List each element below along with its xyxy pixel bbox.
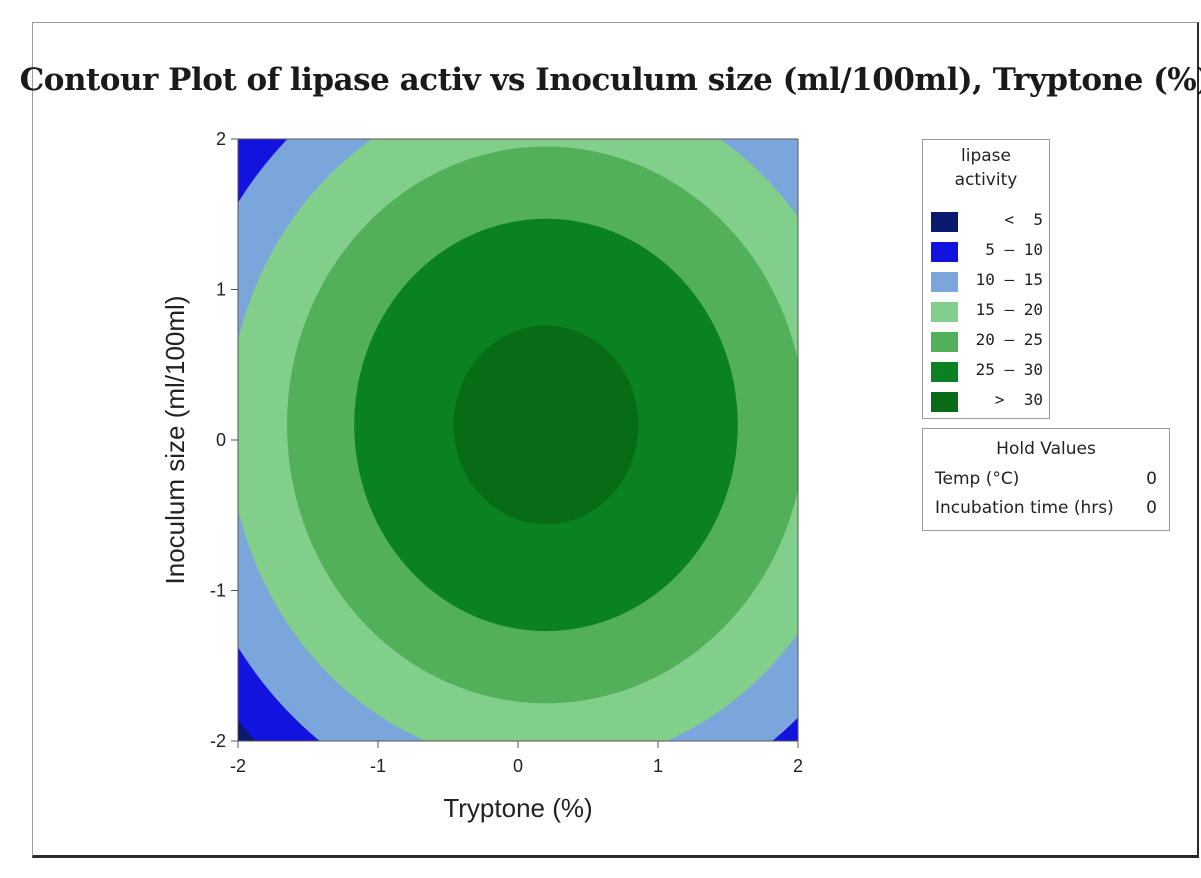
x-axis-label: Tryptone (%) [443, 793, 592, 823]
legend-title-line-2: activity [954, 170, 1018, 190]
contour-region-above-30 [453, 325, 639, 525]
legend-swatch [931, 362, 958, 382]
legend-entry: > 30 [931, 390, 1047, 414]
legend-label: 15 – 20 [975, 300, 1043, 319]
x-tick-label: 2 [793, 756, 803, 776]
y-axis-label: Inoculum size (ml/100ml) [160, 296, 190, 585]
legend: lipase activity < 5 5 – 10 10 – 15 15 – 20 2… [922, 139, 1050, 419]
legend-swatch [931, 212, 958, 232]
x-tick-label: 0 [513, 756, 523, 776]
hold-values-title: Hold Values [996, 439, 1096, 459]
legend-label: 25 – 30 [975, 360, 1043, 379]
legend-swatch [931, 272, 958, 292]
legend-entry: 20 – 25 [931, 330, 1047, 354]
legend-entry: 25 – 30 [931, 360, 1047, 384]
legend-label: 10 – 15 [975, 270, 1043, 289]
legend-entry: 10 – 15 [931, 270, 1047, 294]
hold-value-incubation: 0 [1146, 498, 1157, 518]
legend-swatch [931, 242, 958, 262]
x-tick-label: 1 [653, 756, 663, 776]
legend-label: < 5 [1004, 210, 1043, 229]
legend-swatch [931, 302, 958, 322]
x-tick-label: -1 [370, 756, 386, 776]
legend-label: 5 – 10 [985, 240, 1043, 259]
y-axis: -2 -1 0 1 2 [210, 129, 238, 751]
legend-swatch [931, 332, 958, 352]
hold-label-incubation: Incubation time (hrs) [935, 498, 1114, 518]
y-tick-label: 0 [216, 430, 226, 450]
contour-regions [238, 139, 798, 741]
hold-label-temp: Temp (°C) [935, 469, 1020, 489]
legend-entry: 15 – 20 [931, 300, 1047, 324]
legend-label: 20 – 25 [975, 330, 1043, 349]
y-tick-label: 1 [216, 280, 226, 300]
x-tick-label: -2 [230, 756, 246, 776]
legend-entry: < 5 [931, 210, 1047, 234]
legend-label: > 30 [994, 390, 1043, 409]
y-tick-label: -1 [210, 581, 226, 601]
legend-title-line-1: lipase [961, 146, 1011, 166]
legend-entry: 5 – 10 [931, 240, 1047, 264]
legend-swatch [931, 392, 958, 412]
y-tick-label: -2 [210, 731, 226, 751]
chart-title: Contour Plot of lipase activ vs Inoculum… [19, 62, 1201, 98]
hold-value-temp: 0 [1146, 469, 1157, 489]
hold-values-box: Hold Values Temp (°C) 0 Incubation time … [922, 428, 1170, 531]
y-tick-label: 2 [216, 129, 226, 149]
x-axis: -2 -1 0 1 2 [230, 741, 803, 776]
